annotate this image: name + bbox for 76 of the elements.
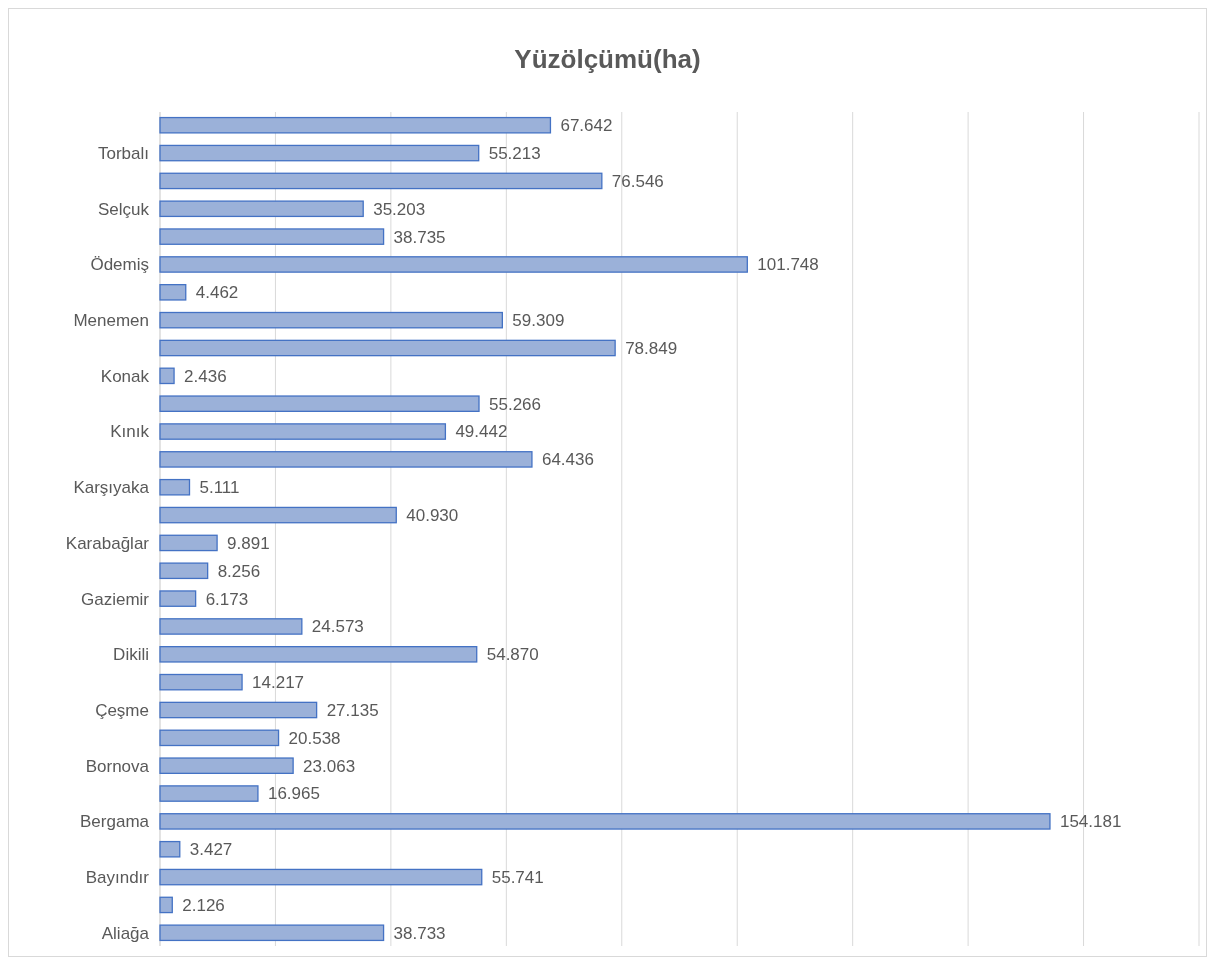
bar [159,311,503,329]
bar [159,729,280,747]
y-tick-label: Selçuk [97,199,150,219]
chart-title: Yüzölçümü(ha) [514,44,701,74]
data-label: 3.427 [189,840,233,860]
y-tick-label: Karşıyaka [73,478,150,498]
bar [159,924,385,942]
bar [159,228,385,245]
bar [159,562,209,580]
data-label: 8.256 [217,561,261,581]
data-label: 4.462 [195,283,239,303]
bar [159,395,480,412]
data-label: 38.733 [393,923,446,943]
bar [159,757,294,774]
data-label: 27.135 [326,700,379,720]
y-tick-label: Karabağlar [65,533,150,553]
bar [159,590,197,607]
bar [159,116,552,134]
y-tick-label: Bornova [85,756,150,776]
bar [159,367,175,385]
data-label: 9.891 [227,533,270,553]
bar [159,701,318,719]
bar [159,339,616,357]
data-label: 2.436 [184,366,227,386]
bar [159,144,480,162]
bar [159,646,478,663]
y-tick-label: Torbalı [97,144,149,164]
data-label: 49.442 [455,422,508,442]
bar [159,618,303,635]
bar [159,896,173,914]
bar [159,478,191,496]
bar [159,451,533,468]
data-label: 154.181 [1059,812,1122,832]
y-tick-label: Konak [100,366,150,386]
data-label: 16.965 [267,784,320,804]
bar [159,785,259,802]
data-label: 20.538 [288,728,341,748]
bar [159,284,187,301]
data-label: 5.111 [199,478,240,498]
bar [159,534,218,552]
bar [159,423,447,440]
y-tick-label: Dikili [113,645,149,665]
y-tick-label: Gaziemir [80,589,150,609]
data-label: 64.436 [541,450,594,470]
data-label: 54.870 [486,645,539,665]
y-tick-label: Kınık [110,422,150,442]
data-label: 76.546 [611,171,664,191]
y-tick-label: Bergama [80,812,150,832]
data-label: 78.849 [625,338,678,358]
data-label: 55.213 [488,144,541,164]
data-label: 14.217 [252,673,305,693]
data-label: 6.173 [205,589,249,609]
bar [159,813,1051,830]
data-label: 40.930 [406,506,459,526]
data-label: 55.741 [491,868,544,888]
bar [159,506,397,524]
y-tick-label: Ödemiş [90,255,149,275]
data-label: 2.126 [182,895,225,915]
bar [159,868,483,886]
data-label: 55.266 [489,394,542,414]
data-label: 35.203 [373,199,426,219]
y-tick-label: Bayındır [85,868,150,888]
data-label: 38.735 [393,227,446,247]
bar [159,200,364,218]
bar [159,256,748,273]
data-label: 23.063 [303,756,356,776]
data-label: 101.748 [757,255,819,275]
bar [159,673,243,691]
data-label: 24.573 [311,617,364,637]
y-tick-label: Aliağa [101,923,150,943]
y-tick-label: Menemen [73,311,149,331]
data-label: 67.642 [560,116,613,136]
bar [159,840,181,858]
bar [159,172,603,190]
data-label: 59.309 [512,311,565,331]
y-tick-label: Çeşme [95,700,149,720]
